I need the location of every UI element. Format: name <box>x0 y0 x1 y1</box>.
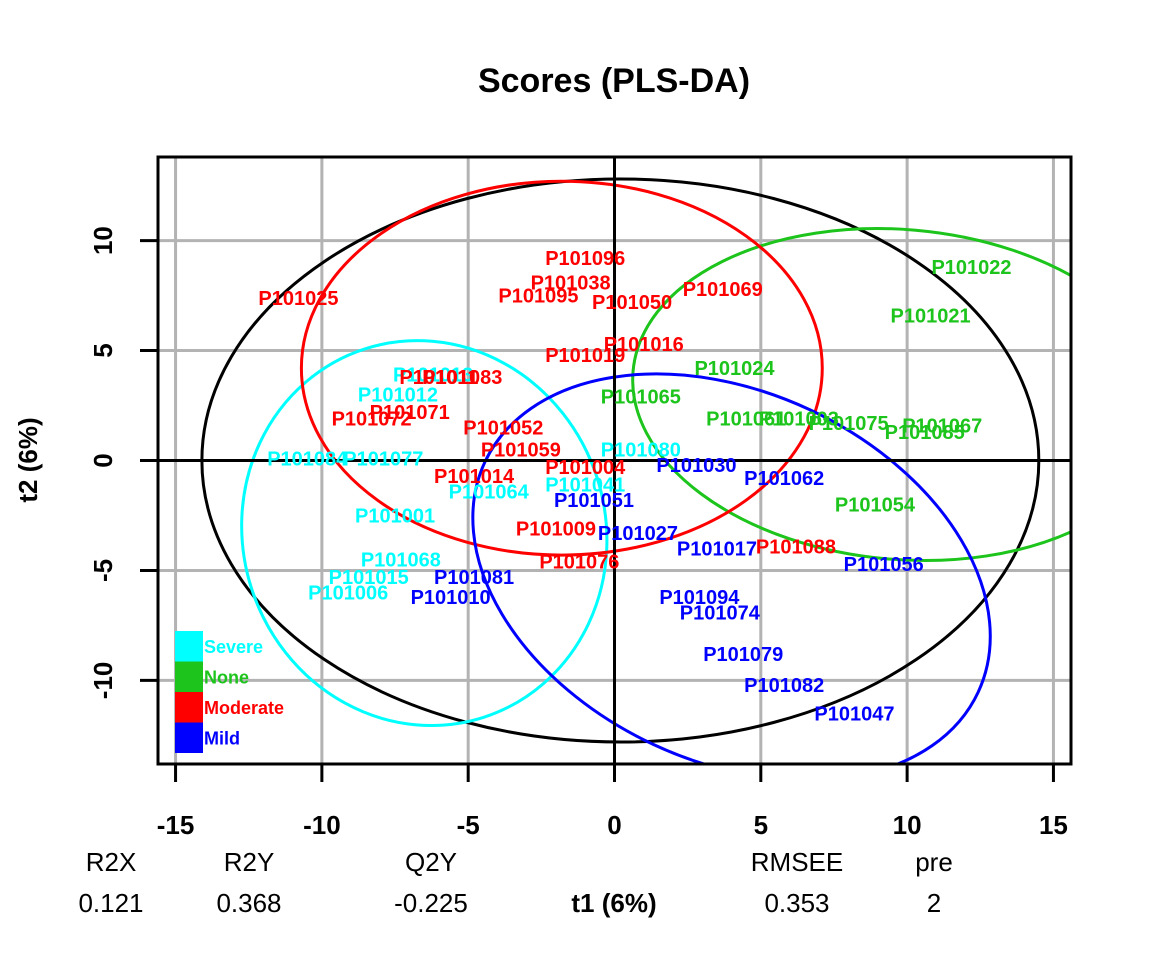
point-label-p101061: P101061 <box>706 409 786 431</box>
legend: Severe None Moderate Mild <box>175 631 284 753</box>
point-label-p101096: P101096 <box>545 248 625 270</box>
y-tick-label-10: 10 <box>88 226 118 255</box>
legend-label-severe: Severe <box>204 637 263 657</box>
point-label-p101004: P101004 <box>545 457 626 479</box>
point-label-p101081: P101081 <box>434 567 514 589</box>
y-tick-label-5: -5 <box>88 559 118 582</box>
point-label-p101022: P101022 <box>931 257 1011 279</box>
point-label-p101068: P101068 <box>361 549 441 571</box>
point-label-p101017: P101017 <box>677 538 757 560</box>
ellipse-severe <box>240 339 609 727</box>
point-label-p101069: P101069 <box>683 279 763 301</box>
point-label-p101021: P101021 <box>890 305 970 327</box>
x-tick-label-10: 10 <box>893 810 922 840</box>
point-label-p101051: P101051 <box>554 490 634 512</box>
point-label-p101030: P101030 <box>656 455 736 477</box>
y-axis-title: t2 (6%) <box>13 417 43 502</box>
x-tick-label-0: 0 <box>607 810 621 840</box>
ellipse-mild <box>471 372 992 764</box>
y-tick-label-5: 5 <box>88 343 118 357</box>
model-metrics: R2X 0.121 R2Y 0.368 Q2Y -0.225 RMSEE 0.353 pre 2 <box>78 847 952 918</box>
zero-lines <box>158 157 1071 764</box>
metric-value-r2y: 0.368 <box>216 888 281 918</box>
point-label-p101011: P101011 <box>399 367 478 389</box>
point-label-p101047: P101047 <box>814 703 894 725</box>
point-label-p101013: P101013 <box>393 365 473 387</box>
x-tick-label-10: -10 <box>303 810 341 840</box>
point-label-p101062: P101062 <box>744 468 824 490</box>
legend-swatch-moderate <box>175 692 203 723</box>
metric-name-pre: pre <box>915 847 953 877</box>
point-label-p101083: P101083 <box>422 367 502 389</box>
ellipse-moderate <box>299 179 824 557</box>
point-label-p101010: P101010 <box>411 587 491 609</box>
point-label-p101071: P101071 <box>370 402 450 424</box>
point-label-p101001: P101001 <box>355 505 435 527</box>
point-label-p101052: P101052 <box>463 418 543 440</box>
point-label-p101041: P101041 <box>545 475 625 497</box>
point-label-p101015: P101015 <box>329 567 409 589</box>
point-label-p101072: P101072 <box>332 409 412 431</box>
point-label-p101012: P101012 <box>358 385 438 407</box>
point-label-p101025: P101025 <box>258 288 338 310</box>
point-label-p101094: P101094 <box>659 587 740 609</box>
x-tick-label-15: -15 <box>157 810 195 840</box>
legend-swatch-severe <box>175 631 203 662</box>
ellipse-none <box>631 227 1071 563</box>
point-label-p101027: P101027 <box>598 523 678 545</box>
point-label-p101056: P101056 <box>844 554 924 576</box>
metric-name-rmsee: RMSEE <box>751 847 843 877</box>
metric-value-q2y: -0.225 <box>394 888 468 918</box>
y-tick-label-10: -10 <box>88 662 118 700</box>
metric-value-pre: 2 <box>927 888 941 918</box>
point-label-p101038: P101038 <box>531 272 611 294</box>
y-axis-ticks: -10 -5 0 5 10 <box>88 226 160 700</box>
point-label-p101003: P101003 <box>759 409 839 431</box>
point-label-p101077: P101077 <box>343 448 423 470</box>
point-label-p101059: P101059 <box>481 440 561 462</box>
point-label-p101024: P101024 <box>694 358 775 380</box>
x-tick-label-5: -5 <box>457 810 480 840</box>
y-tick-label-0: 0 <box>88 453 118 467</box>
legend-label-moderate: Moderate <box>204 698 284 718</box>
point-label-p101074: P101074 <box>680 602 761 624</box>
point-label-p101050: P101050 <box>592 292 672 314</box>
metric-name-r2y: R2Y <box>224 847 275 877</box>
point-label-p101064: P101064 <box>449 481 530 503</box>
point-label-p101065: P101065 <box>601 387 681 409</box>
confidence-ellipses <box>200 177 1071 764</box>
point-label-p101016: P101016 <box>604 334 684 356</box>
point-label-p101084: P101084 <box>267 448 348 470</box>
x-tick-label-15: 15 <box>1039 810 1068 840</box>
point-label-p101085: P101085 <box>885 422 965 444</box>
point-label-p101095: P101095 <box>498 286 578 308</box>
point-label-p101006: P101006 <box>308 582 388 604</box>
point-label-p101075: P101075 <box>809 413 889 435</box>
legend-label-mild: Mild <box>204 729 240 749</box>
x-axis-ticks: -15 -10 -5 0 5 10 15 <box>157 762 1068 840</box>
legend-swatch-mild <box>175 722 203 753</box>
point-label-p101076: P101076 <box>539 552 619 574</box>
point-label-p101054: P101054 <box>835 494 916 516</box>
chart-title: Scores (PLS-DA) <box>478 62 750 100</box>
legend-swatch-none <box>175 661 203 692</box>
metric-name-r2x: R2X <box>86 847 137 877</box>
metric-name-q2y: Q2Y <box>405 847 457 877</box>
point-label-p101067: P101067 <box>902 415 982 437</box>
point-label-p101080: P101080 <box>601 440 681 462</box>
point-label-p101082: P101082 <box>744 675 824 697</box>
point-label-p101009: P101009 <box>516 519 596 541</box>
legend-label-none: None <box>204 668 249 688</box>
point-label-p101014: P101014 <box>434 466 515 488</box>
point-label-p101079: P101079 <box>703 644 783 666</box>
point-label-p101088: P101088 <box>756 536 836 558</box>
metric-value-rmsee: 0.353 <box>764 888 829 918</box>
metric-value-r2x: 0.121 <box>78 888 143 918</box>
x-tick-label-5: 5 <box>754 810 768 840</box>
x-axis-title: t1 (6%) <box>571 888 656 918</box>
point-label-p101019: P101019 <box>545 345 625 367</box>
